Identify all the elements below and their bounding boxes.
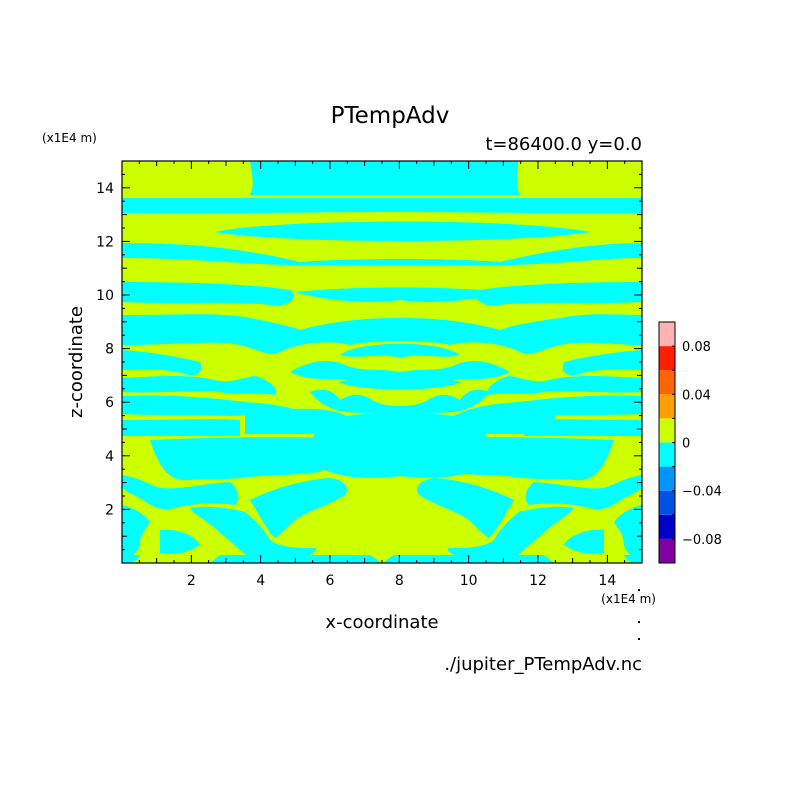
neg-region bbox=[122, 350, 202, 376]
colorbar-tick-label: 0.04 bbox=[682, 388, 711, 403]
colorbar-tick-label: −0.04 bbox=[682, 485, 722, 500]
y-tick-label: 10 bbox=[96, 288, 114, 304]
neg-region bbox=[122, 505, 150, 560]
y-tick-label: 8 bbox=[105, 342, 114, 358]
y-unit-label: (x1E4 m) bbox=[42, 131, 97, 145]
colorbar-segment bbox=[659, 466, 675, 491]
neg-region bbox=[310, 389, 490, 414]
y-tick-label: 4 bbox=[105, 449, 114, 465]
neg-region bbox=[150, 437, 332, 481]
colorbar-segment bbox=[659, 370, 675, 395]
neg-region bbox=[122, 243, 642, 265]
neg-region bbox=[250, 478, 347, 538]
colorbar-tick-label: −0.08 bbox=[682, 533, 722, 548]
colorbar-segment bbox=[659, 538, 675, 563]
neg-region bbox=[562, 350, 642, 376]
x-tick-label: 10 bbox=[460, 573, 478, 589]
neg-region bbox=[122, 419, 240, 436]
small-dots bbox=[638, 589, 640, 640]
neg-region bbox=[338, 377, 462, 390]
neg-region bbox=[525, 475, 642, 510]
colorbar-segment bbox=[659, 490, 675, 515]
neg-region bbox=[524, 419, 642, 436]
neg-region bbox=[614, 505, 642, 560]
x-unit-label: (x1E4 m) bbox=[601, 592, 656, 606]
chart-subtitle: t=86400.0 y=0.0 bbox=[485, 134, 642, 155]
y-tick-label: 6 bbox=[105, 395, 114, 411]
neg-region bbox=[295, 287, 505, 303]
colorbar-segment bbox=[659, 442, 675, 467]
x-tick-label: 6 bbox=[326, 573, 335, 589]
source-file-label: ./jupiter_PTempAdv.nc bbox=[444, 654, 642, 675]
x-tick-label: 12 bbox=[529, 573, 547, 589]
colorbar-tick-label: 0.08 bbox=[682, 340, 711, 355]
neg-region bbox=[160, 529, 200, 555]
neg-region bbox=[122, 282, 295, 306]
x-tick-label: 2 bbox=[187, 573, 196, 589]
y-tick-label: 2 bbox=[105, 502, 114, 518]
neg-region bbox=[122, 314, 642, 355]
neg-region bbox=[190, 506, 317, 560]
x-tick-label: 4 bbox=[256, 573, 265, 589]
y-axis-label: z-coordinate bbox=[66, 306, 87, 418]
neg-region bbox=[122, 555, 140, 563]
colorbar: −0.08 −0.04 0 0.04 0.08 bbox=[658, 321, 722, 564]
colorbar-segment bbox=[659, 394, 675, 419]
neg-region bbox=[487, 376, 642, 395]
y-tick-label: 12 bbox=[96, 234, 114, 250]
neg-region bbox=[624, 555, 642, 563]
neg-region bbox=[340, 343, 460, 358]
negative-field-regions bbox=[122, 161, 642, 563]
x-axis-label: x-coordinate bbox=[325, 612, 438, 633]
neg-region bbox=[250, 161, 520, 195]
colorbar-segment bbox=[659, 322, 675, 347]
neg-region bbox=[475, 282, 642, 306]
neg-region bbox=[215, 221, 590, 241]
neg-region bbox=[122, 475, 239, 510]
colorbar-tick-label: 0 bbox=[682, 437, 690, 452]
neg-region bbox=[290, 360, 510, 384]
colorbar-segment bbox=[659, 346, 675, 371]
neg-region bbox=[122, 198, 642, 214]
plot-area: 2 4 6 8 10 12 14 2 4 6 8 10 12 14 bbox=[96, 160, 643, 589]
neg-region bbox=[432, 437, 614, 481]
y-axis-ticks: 2 4 6 8 10 12 14 bbox=[96, 173, 642, 551]
neg-region bbox=[122, 376, 277, 395]
neg-region bbox=[417, 478, 514, 538]
neg-region bbox=[564, 529, 604, 555]
x-tick-label: 8 bbox=[395, 573, 404, 589]
y-tick-label: 14 bbox=[96, 181, 114, 197]
colorbar-segment bbox=[659, 418, 675, 443]
x-axis-ticks: 2 4 6 8 10 12 14 bbox=[138, 161, 626, 589]
colorbar-segment bbox=[659, 514, 675, 539]
neg-region bbox=[447, 506, 574, 560]
x-tick-label: 14 bbox=[598, 573, 616, 589]
chart-title: PTempAdv bbox=[331, 103, 450, 129]
